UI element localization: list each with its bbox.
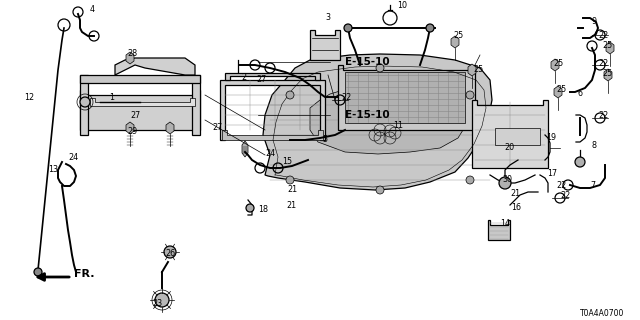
Text: 27: 27 xyxy=(212,124,222,132)
Text: 21: 21 xyxy=(287,186,297,195)
Polygon shape xyxy=(451,36,459,48)
Polygon shape xyxy=(488,220,510,240)
Circle shape xyxy=(426,24,434,32)
Text: 14: 14 xyxy=(500,219,510,228)
Text: 28: 28 xyxy=(127,50,137,59)
Text: 10: 10 xyxy=(397,2,407,11)
Circle shape xyxy=(286,91,294,99)
Polygon shape xyxy=(495,128,540,145)
Polygon shape xyxy=(263,54,492,190)
Circle shape xyxy=(286,176,294,184)
Text: 7: 7 xyxy=(590,181,595,190)
Text: 19: 19 xyxy=(546,133,556,142)
Text: 25: 25 xyxy=(453,31,463,41)
Polygon shape xyxy=(225,73,320,80)
Text: T0A4A0700: T0A4A0700 xyxy=(580,309,625,318)
Text: 27: 27 xyxy=(256,76,266,84)
Polygon shape xyxy=(222,130,323,140)
Text: 25: 25 xyxy=(602,42,612,51)
Circle shape xyxy=(34,268,42,276)
Text: 20: 20 xyxy=(504,143,514,153)
Text: 22: 22 xyxy=(560,191,570,201)
Text: 6: 6 xyxy=(578,89,583,98)
Text: 2: 2 xyxy=(241,73,246,82)
Text: 22: 22 xyxy=(556,181,566,190)
Circle shape xyxy=(466,91,474,99)
Polygon shape xyxy=(126,52,134,64)
Text: 8: 8 xyxy=(592,141,597,150)
Circle shape xyxy=(155,293,169,307)
Text: 16: 16 xyxy=(511,204,521,212)
Text: 27: 27 xyxy=(130,111,140,121)
Text: 1: 1 xyxy=(109,92,114,101)
Text: 22: 22 xyxy=(598,111,608,121)
Text: 9: 9 xyxy=(592,18,597,27)
Circle shape xyxy=(376,186,384,194)
Text: 25: 25 xyxy=(473,66,483,75)
Circle shape xyxy=(376,64,384,72)
Circle shape xyxy=(80,97,90,107)
Polygon shape xyxy=(310,84,470,154)
Polygon shape xyxy=(80,75,88,135)
Circle shape xyxy=(246,204,254,212)
Polygon shape xyxy=(192,75,200,135)
Text: 15: 15 xyxy=(282,157,292,166)
Text: 26: 26 xyxy=(165,249,175,258)
Text: 25: 25 xyxy=(553,59,563,68)
Text: 22: 22 xyxy=(341,93,351,102)
Text: 24: 24 xyxy=(265,148,275,157)
Polygon shape xyxy=(310,30,340,60)
Circle shape xyxy=(575,157,585,167)
Text: 3: 3 xyxy=(325,13,330,22)
Text: 29: 29 xyxy=(127,127,137,137)
Polygon shape xyxy=(126,122,134,134)
Text: 30: 30 xyxy=(502,175,512,185)
Polygon shape xyxy=(80,90,200,130)
Text: 12: 12 xyxy=(24,93,34,102)
Polygon shape xyxy=(338,65,475,130)
Polygon shape xyxy=(345,72,465,123)
Polygon shape xyxy=(90,98,195,106)
Text: 22: 22 xyxy=(598,59,608,68)
Polygon shape xyxy=(80,75,200,83)
Polygon shape xyxy=(604,69,612,81)
Text: 11: 11 xyxy=(393,122,403,131)
Text: 17: 17 xyxy=(547,169,557,178)
Text: E-15-10: E-15-10 xyxy=(345,57,390,67)
Text: FR.: FR. xyxy=(74,269,95,279)
Polygon shape xyxy=(554,86,562,98)
Text: 25: 25 xyxy=(602,68,612,77)
Polygon shape xyxy=(220,80,325,140)
Text: 21: 21 xyxy=(286,201,296,210)
Polygon shape xyxy=(472,100,548,168)
Text: 5: 5 xyxy=(322,135,327,145)
Circle shape xyxy=(344,24,352,32)
Text: E-15-10: E-15-10 xyxy=(345,110,390,120)
Polygon shape xyxy=(606,42,614,54)
Text: 25: 25 xyxy=(556,85,566,94)
Circle shape xyxy=(164,246,176,258)
Text: 24: 24 xyxy=(68,154,78,163)
Circle shape xyxy=(499,177,511,189)
Text: 21: 21 xyxy=(510,188,520,197)
Text: 23: 23 xyxy=(152,299,162,308)
Polygon shape xyxy=(115,58,195,75)
Polygon shape xyxy=(468,64,476,76)
Polygon shape xyxy=(551,59,559,71)
Text: 4: 4 xyxy=(90,5,95,14)
Circle shape xyxy=(466,176,474,184)
Text: 22: 22 xyxy=(598,30,608,39)
Text: 13: 13 xyxy=(48,165,58,174)
Polygon shape xyxy=(242,141,248,157)
Polygon shape xyxy=(166,122,174,134)
Text: 18: 18 xyxy=(258,205,268,214)
